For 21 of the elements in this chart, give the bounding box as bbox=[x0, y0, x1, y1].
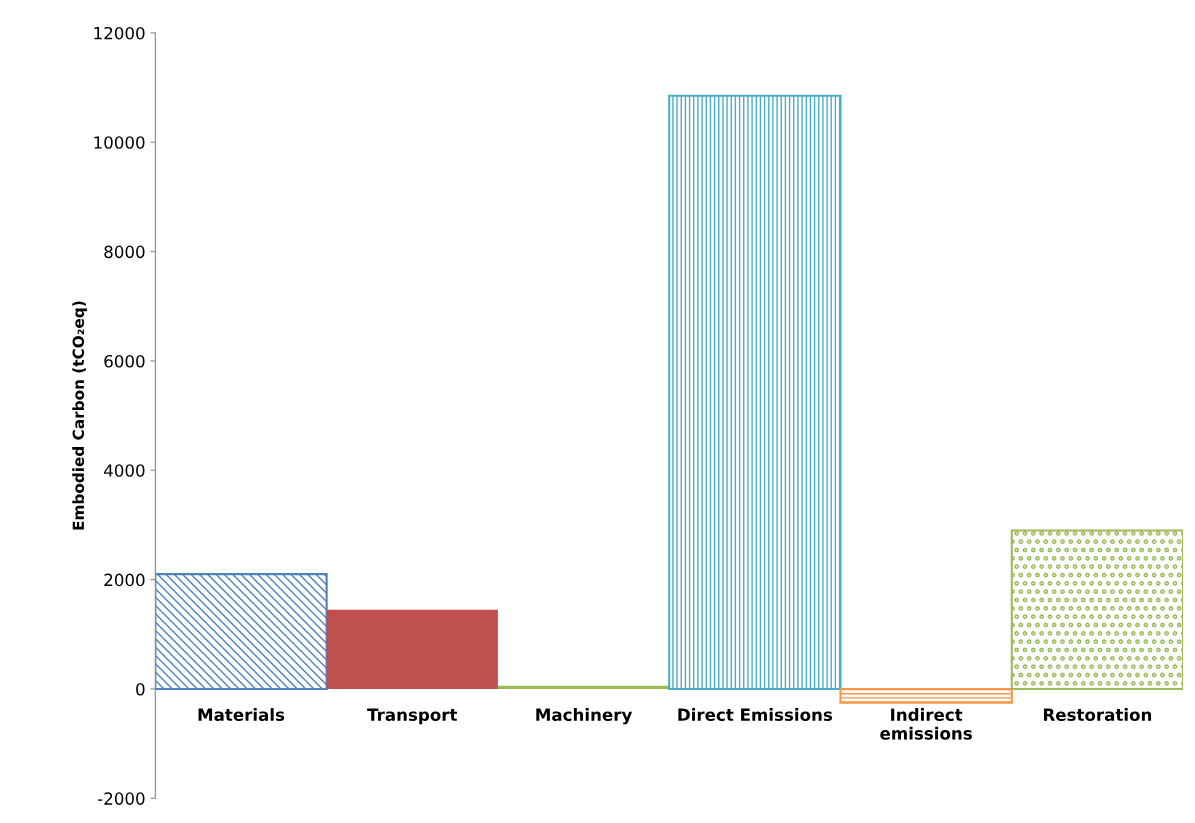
bar bbox=[497, 685, 670, 689]
bar bbox=[668, 94, 842, 691]
y-tick-label: 12000 bbox=[94, 26, 145, 40]
bar bbox=[155, 573, 328, 691]
y-tick-label: -2000 bbox=[98, 792, 145, 805]
bar bbox=[839, 687, 1013, 704]
y-tick-label: 8000 bbox=[104, 245, 145, 259]
y-tick-label: 6000 bbox=[104, 354, 145, 368]
x-tick-label: Transport bbox=[367, 708, 458, 725]
y-tick-label: 2000 bbox=[104, 573, 145, 587]
bar bbox=[1010, 529, 1184, 691]
x-tick-label: Restoration bbox=[1043, 708, 1152, 721]
y-axis-title: Embodied Carbon (tCO₂eq) bbox=[72, 301, 88, 530]
y-tick-label: 10000 bbox=[94, 136, 145, 149]
bar bbox=[326, 609, 498, 689]
x-tick-label: Machinery bbox=[536, 708, 633, 725]
x-tick-label: Indirect emissions bbox=[880, 708, 972, 740]
y-tick-label: 0 bbox=[136, 682, 145, 696]
y-tick-label: 4000 bbox=[104, 464, 145, 477]
x-tick-label: Materials bbox=[198, 708, 285, 721]
x-tick-label: Direct Emissions bbox=[678, 708, 833, 721]
